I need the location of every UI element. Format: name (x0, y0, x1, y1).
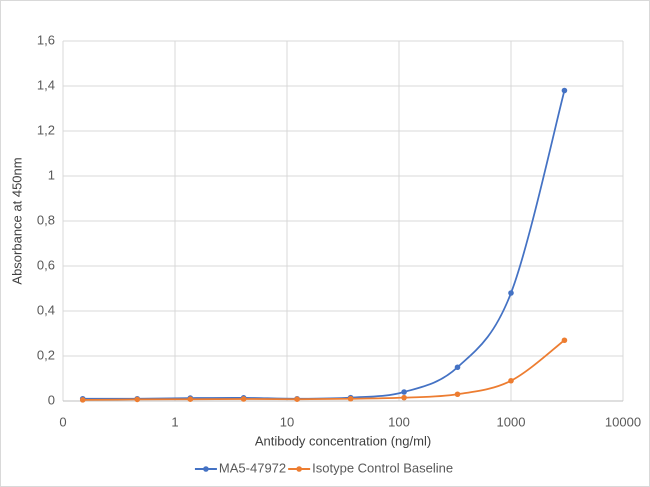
data-point (401, 389, 407, 395)
legend-marker (296, 466, 302, 472)
legend: MA5-47972 Isotype Control Baseline (194, 460, 453, 475)
y-tick-label: 1,6 (37, 32, 55, 47)
x-tick-label: 1000 (497, 414, 526, 429)
legend-item: MA5-47972 (194, 460, 286, 475)
y-tick-label: 0,4 (37, 302, 55, 317)
x-axis-title: Antibody concentration (ng/ml) (255, 433, 431, 448)
data-point (561, 87, 568, 94)
data-point (401, 394, 407, 401)
data-point (134, 396, 141, 403)
y-tick-label: 0 (48, 392, 55, 407)
y-tick-label: 0,6 (37, 257, 55, 272)
y-axis-title: Absorbance at 450nm (9, 157, 24, 284)
data-point (294, 396, 300, 403)
y-tick-label: 1,4 (37, 77, 55, 92)
legend-label: Isotype Control Baseline (312, 460, 453, 475)
x-tick-label: 1 (171, 414, 178, 429)
data-point (347, 395, 354, 402)
data-point (79, 397, 86, 403)
legend-label: MA5-47972 (219, 460, 286, 475)
data-point (187, 396, 194, 403)
data-point (454, 391, 461, 398)
legend-item: Isotype Control Baseline (288, 460, 453, 475)
x-tick-label: 10000 (605, 414, 641, 429)
y-tick-label: 1,2 (37, 122, 55, 137)
x-tick-label: 0 (59, 414, 66, 429)
data-point (561, 337, 568, 344)
data-point (240, 396, 247, 402)
y-tick-label: 1 (48, 167, 55, 182)
data-point (454, 364, 461, 371)
y-tick-label: 0,8 (37, 212, 55, 227)
legend-marker (203, 466, 209, 472)
data-point (508, 290, 514, 296)
data-point (508, 377, 514, 384)
series-line (82, 339, 565, 401)
x-tick-label: 100 (388, 414, 410, 429)
x-tick-label: 10 (280, 414, 294, 429)
y-tick-label: 0,2 (37, 347, 55, 362)
